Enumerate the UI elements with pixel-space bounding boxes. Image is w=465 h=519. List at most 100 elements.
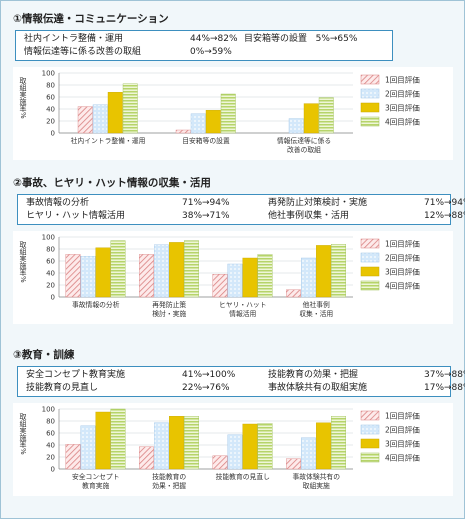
x-category-label: 技能教育の見直し: [216, 472, 271, 481]
bar-2: [92, 104, 108, 134]
summary-label: 技能教育の見直し: [26, 383, 99, 393]
bar-4: [184, 415, 199, 470]
x-category-label: 収集・活用: [299, 309, 333, 318]
bar-3: [205, 110, 221, 134]
section-1-title: ①情報伝達・コミュニケーション: [13, 13, 169, 25]
x-category-label: 検討・実施: [152, 309, 186, 318]
bar-4: [110, 240, 126, 298]
section-1: ①情報伝達・コミュニケーション 社内イントラ整備・運用 44%→82% 目安箱等…: [9, 13, 457, 160]
bar-2: [227, 263, 243, 298]
legend-swatch: [360, 238, 380, 249]
bar-1: [286, 458, 301, 470]
summary-value: 12%→88%: [424, 211, 465, 221]
bar-2: [154, 422, 169, 470]
section-1-summary-box: 社内イントラ整備・運用 44%→82% 目安箱等の設置 5%→65% 情報伝達等…: [15, 30, 393, 61]
legend-label: 4回目評価: [385, 453, 420, 463]
summary-item: 目安箱等の設置 5%→65%: [244, 33, 414, 45]
bar-1: [286, 289, 301, 298]
bar-3: [107, 92, 123, 134]
summary-label: 目安箱等の設置: [244, 34, 308, 44]
y-tick-label: 60: [46, 430, 55, 438]
chart-panel-3: 取組実施率% 0 20 40 60 80 100 安全コンセプト 教育実施 技能教育の 効果・把握 技…: [13, 403, 453, 496]
summary-value: 71%→94%: [182, 198, 230, 208]
bar-4: [257, 423, 273, 470]
y-tick-label: 40: [46, 270, 55, 278]
x-category-label: 事故体験共有の: [292, 472, 340, 481]
legend-label: 3回目評価: [385, 103, 420, 113]
y-tick-label: 0: [51, 130, 55, 138]
bar-4: [110, 408, 126, 470]
bar-chart-3: 取組実施率% 0 20 40 60 80 100 安全コンセプト教育実施 技能教育の効果・把握 技…: [19, 406, 420, 491]
y-axis-label: 取組実施率%: [19, 413, 27, 455]
summary-value: 5%→65%: [315, 34, 358, 44]
x-category-label: 情報伝達等に係る: [277, 136, 331, 145]
summary-value: 17%→88%: [424, 383, 465, 393]
bar-2: [154, 244, 169, 298]
summary-label: ヒヤリ・ハット情報活用: [26, 211, 126, 221]
bar-3: [169, 242, 184, 298]
summary-value: 0%→59%: [190, 47, 232, 57]
summary-label: 他社事例収集・活用: [268, 211, 350, 221]
y-tick-label: 60: [46, 258, 55, 266]
legend-label: 2回目評価: [385, 89, 420, 99]
summary-label: 社内イントラ整備・運用: [24, 34, 124, 44]
legend-swatch: [360, 252, 380, 263]
bar-1: [139, 446, 154, 470]
y-tick-label: 100: [42, 234, 55, 242]
section-3-summary-box: 安全コンセプト教育実施 41%→100% 技能教育の効果・把握 37%→88% …: [17, 366, 465, 397]
y-tick-label: 20: [46, 454, 55, 462]
bar-1: [175, 129, 191, 134]
y-tick-label: 40: [46, 106, 55, 114]
bar-4: [318, 97, 334, 134]
chart-panel-2: 取組実施率% 0 20 40 60 80 100 事故情報の分析 再発防止策 検討・実施 ヒヤリ・ハ…: [13, 231, 453, 324]
bar-chart-1: 取組実施率% 0 20 40 60 80 100 社内イントラ整備・運用 目安箱等の設置 情報伝達…: [19, 70, 420, 155]
bar-3: [95, 411, 111, 470]
bar-2: [227, 434, 243, 470]
bar-4: [331, 243, 346, 298]
legend-label: 3回目評価: [385, 439, 420, 449]
bar-4: [184, 240, 199, 298]
summary-label: 事故情報の分析: [26, 198, 90, 208]
summary-value: 44%→82%: [190, 34, 238, 44]
bar-3: [242, 423, 258, 470]
bar-2: [301, 257, 316, 298]
y-tick-label: 100: [42, 406, 55, 414]
summary-value: 38%→71%: [182, 211, 230, 221]
x-category-label: 目安箱等の設置: [182, 136, 230, 145]
legend-swatch: [360, 74, 380, 85]
bar-2: [80, 256, 96, 298]
bar-4: [257, 254, 273, 298]
y-tick-label: 60: [46, 94, 55, 102]
bar-2: [190, 113, 206, 134]
legend-swatch: [360, 280, 380, 291]
legend-label: 2回目評価: [385, 425, 420, 435]
summary-value: 71%→94%: [424, 198, 465, 208]
bar-4: [122, 83, 138, 134]
legend-swatch: [360, 266, 380, 277]
bar-3: [95, 247, 111, 298]
summary-label: 事故体験共有の取組実施: [268, 383, 368, 393]
bar-1: [212, 455, 228, 470]
x-category-label: 他社事例: [303, 300, 330, 309]
x-category-label: 安全コンセプト: [72, 472, 120, 481]
legend-swatch: [360, 424, 380, 435]
legend-swatch: [360, 438, 380, 449]
y-tick-label: 100: [42, 70, 55, 78]
y-tick-label: 40: [46, 442, 55, 450]
section-2-title: ②事故、ヒヤリ・ハット情報の収集・活用: [13, 177, 211, 189]
y-tick-label: 20: [46, 282, 55, 290]
y-tick-label: 0: [51, 466, 55, 474]
x-category-label: 改善の取組: [287, 145, 321, 154]
y-tick-label: 0: [51, 294, 55, 302]
section-3: ③教育・訓練 安全コンセプト教育実施 41%→100% 技能教育の効果・把握 3…: [9, 349, 465, 496]
y-axis-label: 取組実施率%: [19, 77, 27, 119]
x-category-label: 取組実施: [303, 481, 330, 490]
bar-3: [316, 245, 331, 298]
section-3-title: ③教育・訓練: [13, 349, 75, 361]
y-tick-label: 80: [46, 418, 55, 426]
x-category-label: 社内イントラ整備・運用: [71, 136, 146, 145]
bar-2: [80, 425, 96, 470]
bar-4: [331, 415, 346, 470]
x-category-label: 再発防止策: [152, 300, 186, 309]
